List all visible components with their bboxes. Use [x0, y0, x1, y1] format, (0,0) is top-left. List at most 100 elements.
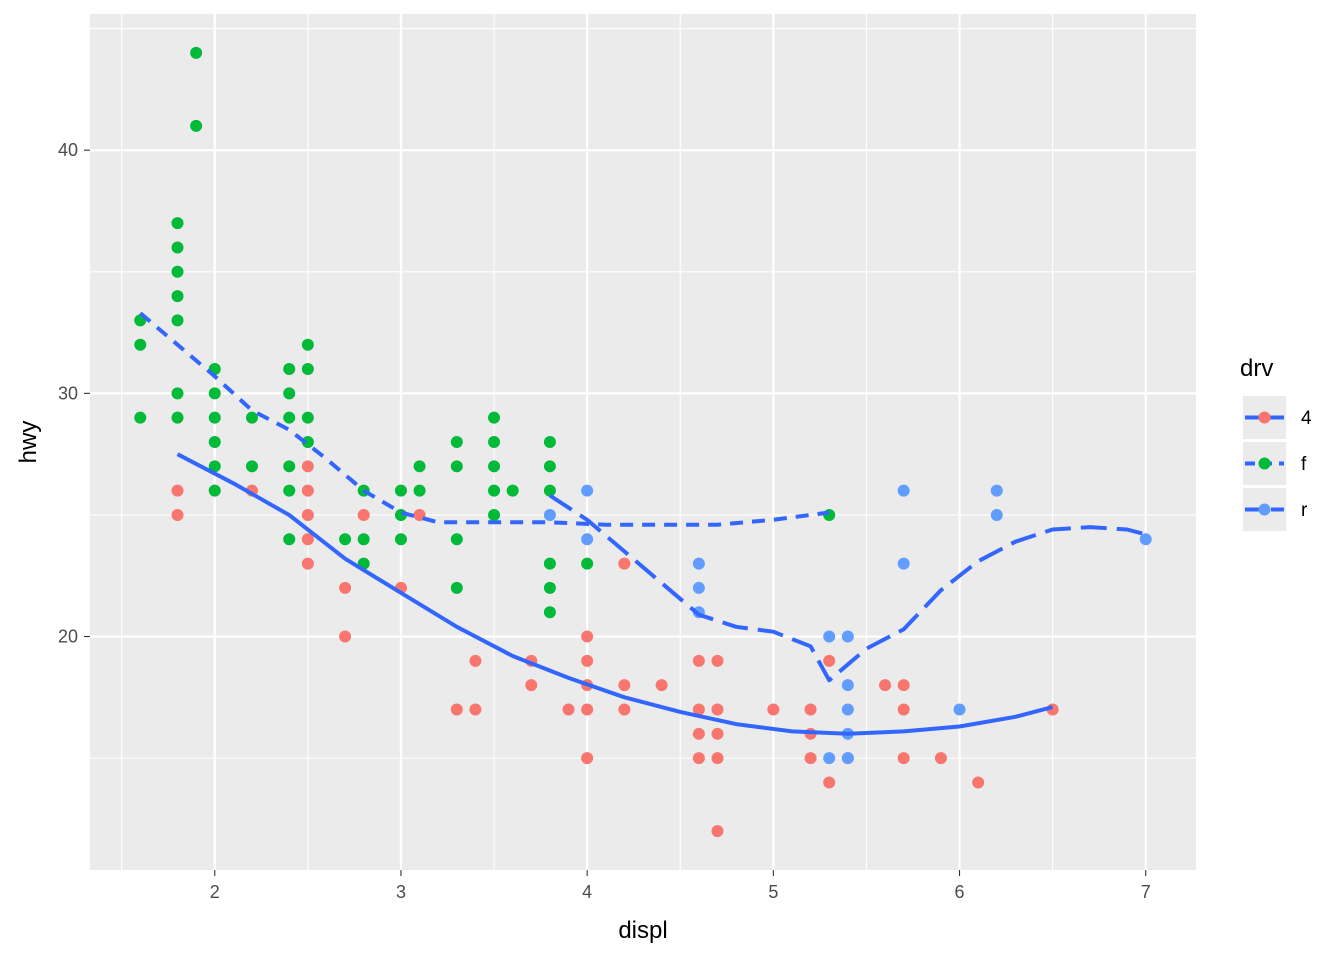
point-f	[543, 436, 556, 448]
point-f	[208, 484, 221, 497]
point-4	[357, 508, 370, 521]
point-f	[208, 387, 221, 400]
legend-label-f: f	[1301, 454, 1307, 475]
point-f	[283, 411, 296, 424]
point-4	[171, 508, 184, 521]
x-tick-label: 2	[210, 882, 220, 902]
point-4	[692, 752, 705, 765]
point-4	[413, 508, 426, 521]
point-4	[301, 508, 314, 521]
minor-gridlines	[90, 14, 1196, 870]
y-tick-label: 40	[58, 140, 78, 160]
point-f	[413, 484, 426, 497]
point-r	[897, 557, 910, 570]
point-4	[581, 654, 594, 667]
point-4	[972, 776, 985, 789]
smooth-lines	[139, 311, 1147, 736]
point-f	[488, 460, 501, 473]
legend: drv 4 f r	[1240, 355, 1312, 531]
point-r	[823, 752, 836, 765]
smooth-line-4	[176, 452, 1054, 736]
point-4	[301, 460, 314, 473]
point-4	[711, 752, 724, 765]
point-r	[543, 508, 556, 521]
point-4	[339, 581, 352, 594]
point-4	[879, 679, 892, 692]
point-f	[190, 46, 203, 59]
point-f	[394, 533, 407, 546]
point-f	[208, 411, 221, 424]
point-4	[469, 703, 482, 716]
point-4	[711, 654, 724, 667]
point-4	[339, 630, 352, 643]
point-4	[692, 654, 705, 667]
point-4	[711, 727, 724, 740]
x-tick-label: 3	[396, 882, 406, 902]
point-r	[581, 484, 594, 497]
point-f	[283, 533, 296, 546]
point-4	[655, 679, 668, 692]
x-tick-label: 6	[955, 882, 965, 902]
point-4	[711, 825, 724, 838]
point-4	[618, 557, 631, 570]
point-4	[581, 703, 594, 716]
point-4	[618, 679, 631, 692]
point-f	[339, 533, 352, 546]
point-f	[543, 460, 556, 473]
x-tick-label: 4	[582, 882, 592, 902]
point-f	[488, 436, 501, 448]
point-f	[171, 314, 184, 327]
x-tick-label: 7	[1141, 882, 1151, 902]
point-r	[841, 703, 854, 716]
y-tick-label: 30	[58, 383, 78, 403]
point-r	[1139, 533, 1152, 546]
legend-key-point-4	[1258, 411, 1271, 424]
point-f	[171, 217, 184, 230]
point-f	[488, 411, 501, 424]
point-4	[301, 484, 314, 497]
x-axis: 2 3 4 5 6 7	[210, 870, 1151, 902]
point-4	[823, 776, 836, 789]
point-r	[841, 630, 854, 643]
point-4	[823, 654, 836, 667]
point-r	[897, 484, 910, 497]
point-f	[208, 460, 221, 473]
point-f	[301, 411, 314, 424]
point-4	[711, 703, 724, 716]
point-f	[357, 533, 370, 546]
point-f	[394, 484, 407, 497]
point-r	[692, 581, 705, 594]
x-tick-label: 5	[768, 882, 778, 902]
point-f	[581, 557, 594, 570]
legend-keys: 4 f r	[1243, 396, 1312, 531]
point-f	[208, 436, 221, 448]
point-f	[171, 387, 184, 400]
point-f	[543, 557, 556, 570]
point-f	[413, 460, 426, 473]
point-r	[692, 557, 705, 570]
point-f	[506, 484, 519, 497]
point-4	[897, 679, 910, 692]
smooth-line-r	[548, 493, 1147, 683]
point-f	[171, 411, 184, 424]
point-r	[581, 533, 594, 546]
point-f	[283, 387, 296, 400]
y-axis-title: hwy	[15, 421, 42, 464]
point-f	[450, 581, 463, 594]
point-r	[990, 484, 1003, 497]
point-f	[245, 411, 258, 424]
point-4	[581, 630, 594, 643]
point-4	[934, 752, 947, 765]
point-f	[301, 363, 314, 376]
point-r	[841, 752, 854, 765]
point-r	[823, 630, 836, 643]
point-4	[767, 703, 780, 716]
point-4	[469, 654, 482, 667]
legend-label-4: 4	[1301, 408, 1312, 429]
point-4	[525, 679, 538, 692]
legend-title: drv	[1240, 355, 1273, 382]
point-f	[543, 606, 556, 619]
point-f	[134, 411, 147, 424]
point-4	[804, 703, 817, 716]
